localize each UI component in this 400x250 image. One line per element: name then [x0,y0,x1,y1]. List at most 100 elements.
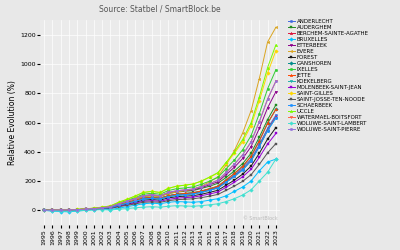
WOLUWE-SAINT-LAMBERT [249,188,254,191]
SAINT-JOSSE-TEN-NOODE [66,209,71,212]
WOLUWE-SAINT-LAMBERT [141,206,146,209]
FOREST [216,189,220,192]
ANDERLECHT [265,127,270,130]
KOEKELBERG [158,198,162,200]
ETTERBEEK [158,194,162,197]
KOEKELBERG [83,208,88,211]
SAINT-JOSSE-TEN-NOODE [182,198,187,201]
IXELLES [240,148,245,151]
GANSHOREN [257,139,262,142]
WATERMAEL-BOITSFORT [58,208,63,212]
EVERE [166,192,171,195]
EVERE [108,206,113,209]
SAINT-JOSSE-TEN-NOODE [240,180,245,183]
WOLUWE-SAINT-LAMBERT [182,204,187,208]
FOREST [199,193,204,196]
Line: WOLUWE-SAINT-PIERRE: WOLUWE-SAINT-PIERRE [43,80,277,212]
UCCLE [249,121,254,124]
IXELLES [224,167,229,170]
SAINT-JOSSE-TEN-NOODE [91,208,96,211]
FOREST [249,165,254,168]
SAINT-JOSSE-TEN-NOODE [199,196,204,199]
ETTERBEEK [274,90,278,93]
Line: BRUXELLES: BRUXELLES [43,158,277,213]
WOLUWE-SAINT-LAMBERT [75,209,80,212]
MOLENBEEK-SAINT-JEAN [158,200,162,203]
Line: KOEKELBERG: KOEKELBERG [43,116,277,212]
JETTE [240,165,245,168]
IXELLES [199,183,204,186]
ETTERBEEK [174,190,179,193]
GANSHOREN [100,207,104,210]
ANDERLECHT [249,158,254,160]
SAINT-GILLES [100,206,104,209]
SCHAERBEEK [116,204,121,207]
WOLUWE-SAINT-LAMBERT [83,209,88,212]
BERCHEM-SAINTE-AGATHE [240,168,245,171]
AUDERGHEM [149,194,154,197]
FOREST [257,152,262,155]
JETTE [274,108,278,111]
MOLENBEEK-SAINT-JEAN [83,208,88,211]
SCHAERBEEK [174,194,179,197]
ANDERLECHT [66,208,71,212]
EVERE [182,189,187,192]
ANDERLECHT [100,207,104,210]
EVERE [66,208,71,212]
WATERMAEL-BOITSFORT [182,188,187,191]
Line: BERCHEM-SAINTE-AGATHE: BERCHEM-SAINTE-AGATHE [43,116,277,212]
KOEKELBERG [207,189,212,192]
IXELLES [149,192,154,195]
AUDERGHEM [166,192,171,195]
MOLENBEEK-SAINT-JEAN [182,196,187,199]
ANDERLECHT [274,114,278,117]
BERCHEM-SAINTE-AGATHE [199,190,204,194]
SAINT-GILLES [50,208,55,212]
WATERMAEL-BOITSFORT [133,197,138,200]
WOLUWE-SAINT-PIERRE [232,162,237,166]
EVERE [116,203,121,206]
ETTERBEEK [166,191,171,194]
SAINT-GILLES [133,194,138,198]
WATERMAEL-BOITSFORT [257,120,262,123]
AUDERGHEM [100,206,104,209]
SCHAERBEEK [75,208,80,211]
FOREST [124,203,129,206]
JETTE [58,208,63,212]
SAINT-GILLES [257,99,262,102]
GANSHOREN [182,192,187,195]
FOREST [108,206,113,210]
KOEKELBERG [257,145,262,148]
SAINT-JOSSE-TEN-NOODE [42,209,46,212]
EVERE [149,194,154,197]
ANDERLECHT [232,174,237,177]
UCCLE [232,150,237,153]
MOLENBEEK-SAINT-JEAN [207,192,212,196]
BRUXELLES [265,160,270,164]
ETTERBEEK [191,188,196,191]
ANDERLECHT [124,201,129,204]
WATERMAEL-BOITSFORT [232,162,237,166]
WOLUWE-SAINT-PIERRE [174,189,179,192]
ETTERBEEK [42,209,46,212]
WOLUWE-SAINT-LAMBERT [100,208,104,211]
BERCHEM-SAINTE-AGATHE [274,115,278,118]
ANDERLECHT [191,191,196,194]
IXELLES [174,187,179,190]
WATERMAEL-BOITSFORT [274,80,278,83]
SCHAERBEEK [124,202,129,205]
IXELLES [42,209,46,212]
JETTE [249,155,254,158]
ANDERLECHT [108,206,113,209]
BRUXELLES [42,209,46,212]
EVERE [240,131,245,134]
BRUXELLES [240,186,245,188]
SCHAERBEEK [240,168,245,171]
EVERE [42,209,46,212]
BERCHEM-SAINTE-AGATHE [249,159,254,162]
SAINT-GILLES [232,152,237,155]
ETTERBEEK [224,173,229,176]
KOEKELBERG [240,168,245,171]
SCHAERBEEK [50,208,55,212]
WOLUWE-SAINT-LAMBERT [158,206,162,209]
